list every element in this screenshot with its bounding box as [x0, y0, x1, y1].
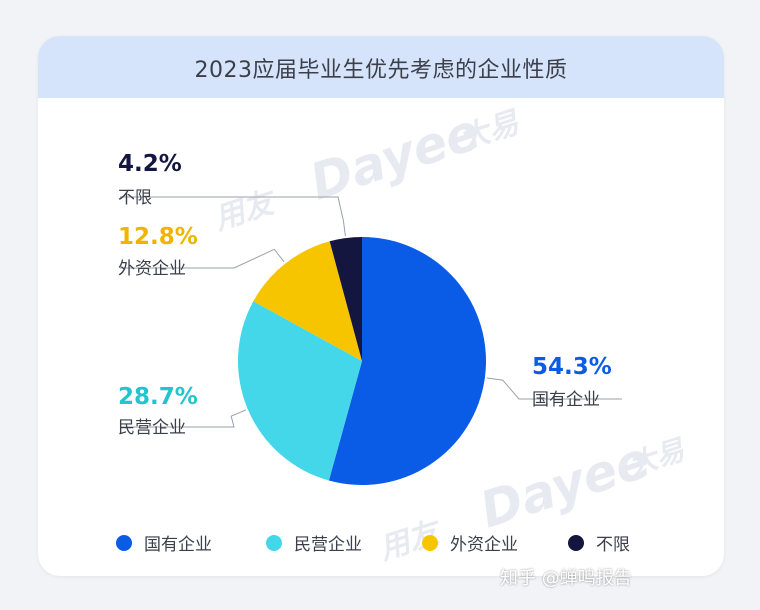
- slice-percent-label-0: 54.3%: [532, 354, 612, 380]
- title-bar: 2023应届毕业生优先考虑的企业性质: [38, 36, 724, 98]
- slice-name-label-3: 不限: [118, 188, 152, 208]
- legend-label-2: 外资企业: [450, 535, 518, 555]
- legend-swatch-3: [568, 535, 584, 551]
- chart-card: 2023应届毕业生优先考虑的企业性质 用友 Dayee 大易 Dayee 用友 …: [38, 36, 724, 576]
- legend-label-1: 民营企业: [294, 535, 362, 555]
- leader-line-1: [120, 409, 247, 428]
- pie-slice-3: [329, 237, 362, 361]
- slice-name-label-0: 国有企业: [532, 390, 600, 410]
- legend-label-0: 国有企业: [144, 535, 212, 555]
- slice-name-label-1: 民营企业: [118, 418, 186, 438]
- leader-line-3: [120, 196, 346, 237]
- slice-name-label-2: 外资企业: [118, 259, 186, 279]
- leader-line-2: [120, 248, 285, 269]
- leader-line-0: [486, 377, 622, 400]
- slice-percent-label-2: 12.8%: [118, 224, 198, 250]
- legend-swatch-1: [266, 535, 282, 551]
- legend-swatch-2: [422, 535, 438, 551]
- pie-slice-2: [253, 241, 362, 361]
- slice-percent-label-1: 28.7%: [118, 384, 198, 410]
- pie-slice-0: [328, 237, 487, 485]
- source-footer: 知乎 @蝉鸣报告: [500, 568, 632, 589]
- legend-swatch-0: [116, 535, 132, 551]
- slice-percent-label-3: 4.2%: [118, 151, 182, 177]
- pie-slice-1: [238, 301, 362, 481]
- chart-title: 2023应届毕业生优先考虑的企业性质: [194, 58, 568, 83]
- legend-label-3: 不限: [596, 535, 630, 555]
